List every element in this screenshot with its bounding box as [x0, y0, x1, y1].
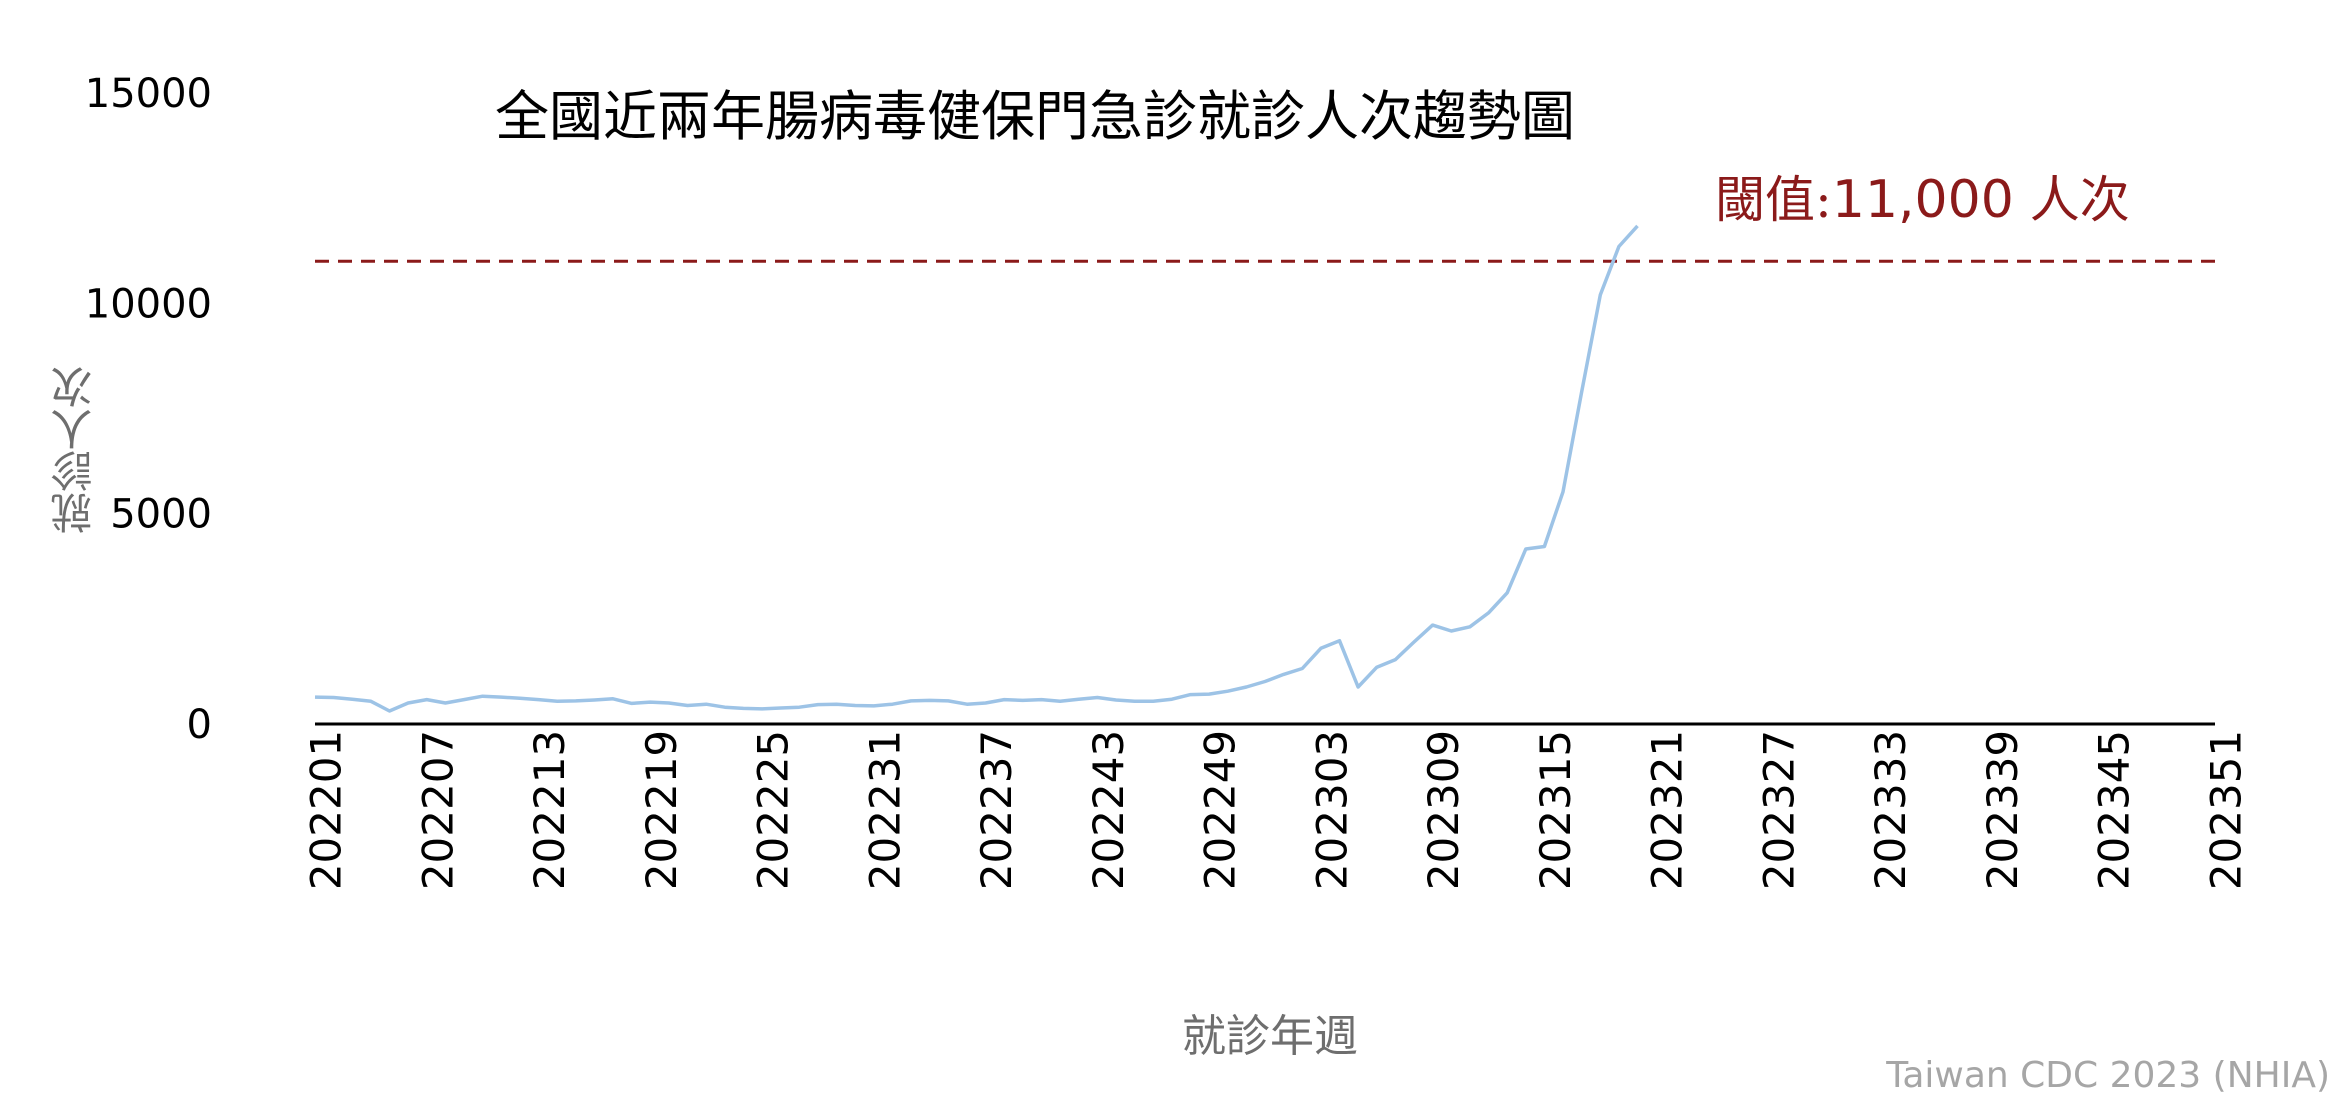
threshold-label: 閾值:11,000 人次 — [1715, 160, 2130, 232]
chart-title: 全國近兩年腸病毒健保門急診就診人次趨勢圖 — [495, 85, 1575, 148]
threshold-label-prefix: 閾值: — [1715, 171, 1832, 229]
y-tick-label: 0 — [187, 702, 212, 748]
y-tick-label: 10000 — [85, 281, 212, 327]
x-tick-label: 202237 — [972, 730, 1021, 890]
x-tick-label: 202207 — [413, 730, 462, 890]
x-tick-label: 202225 — [749, 730, 798, 890]
x-tick-label: 202249 — [1196, 730, 1245, 890]
x-axis-label: 就診年週 — [1182, 1011, 1358, 1062]
y-tick-label: 5000 — [110, 492, 212, 538]
x-tick-label: 202327 — [1754, 730, 1803, 890]
y-axis-label: 就診人次 — [50, 366, 99, 534]
x-tick-label: 202351 — [2202, 730, 2251, 890]
x-tick-label: 202345 — [2090, 730, 2139, 890]
x-tick-label: 202201 — [302, 730, 351, 890]
x-tick-label: 202303 — [1307, 730, 1356, 890]
series-line — [314, 224, 1639, 713]
x-tick-label: 202213 — [525, 730, 574, 890]
threshold-label-value: 11,000 — [1831, 170, 2014, 230]
x-tick-label: 202321 — [1643, 730, 1692, 890]
x-tick-label: 202339 — [1978, 730, 2027, 890]
x-tick-label: 202243 — [1084, 730, 1133, 890]
x-tick-label: 202231 — [860, 730, 909, 890]
x-tick-label: 202333 — [1866, 730, 1915, 890]
x-tick-label: 202219 — [637, 730, 686, 890]
threshold-label-unit: 人次 — [2013, 171, 2130, 229]
y-tick-label: 15000 — [85, 71, 212, 117]
x-tick-label: 202315 — [1531, 730, 1580, 890]
x-tick-label: 202309 — [1419, 730, 1468, 890]
source-note: Taiwan CDC 2023 (NHIA) — [1886, 1055, 2330, 1096]
